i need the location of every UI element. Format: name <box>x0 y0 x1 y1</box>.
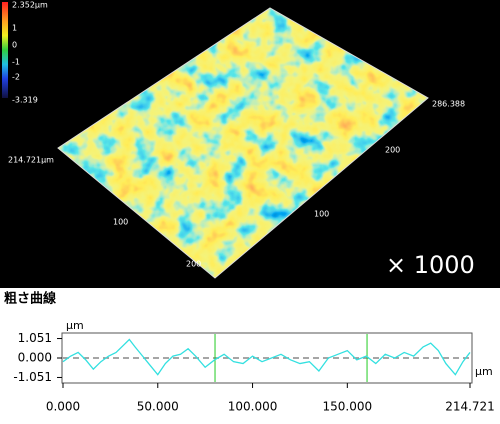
x-tick-label: 100.000 <box>228 400 278 414</box>
section-title: 粗さ曲線 <box>4 291 57 307</box>
x-tick-label: 214.721 <box>445 400 495 414</box>
y-tick-label: 0.000 <box>18 351 52 365</box>
profile-line <box>62 338 471 376</box>
x-tick-label: 50.000 <box>137 400 179 414</box>
colorbar-label: 0 <box>12 41 17 50</box>
x-unit: µm <box>475 365 493 378</box>
colorbar-label: -3.319 <box>12 96 38 105</box>
axis-label: 214.721µm <box>8 156 54 165</box>
y-unit: µm <box>66 319 84 332</box>
surface-frame <box>57 7 429 279</box>
axis-label: 286.388 <box>432 100 465 109</box>
axis-label: 100 <box>113 218 128 227</box>
axis-label: 200 <box>385 146 400 155</box>
colorbar <box>2 2 8 98</box>
colorbar-label: -1 <box>12 58 20 67</box>
axis-label: 200 <box>186 260 201 269</box>
colorbar-label: -2 <box>12 73 20 82</box>
colorbar-label: 2.352µm <box>12 1 48 10</box>
axis-label: 100 <box>314 210 329 219</box>
magnification: × 1000 <box>386 251 475 279</box>
x-tick-label: 0.000 <box>46 400 80 414</box>
y-tick-label: -1.051 <box>13 370 52 384</box>
y-tick-label: 1.051 <box>18 331 52 345</box>
colorbar-label: 1 <box>12 24 17 33</box>
x-tick-label: 150.000 <box>323 400 373 414</box>
